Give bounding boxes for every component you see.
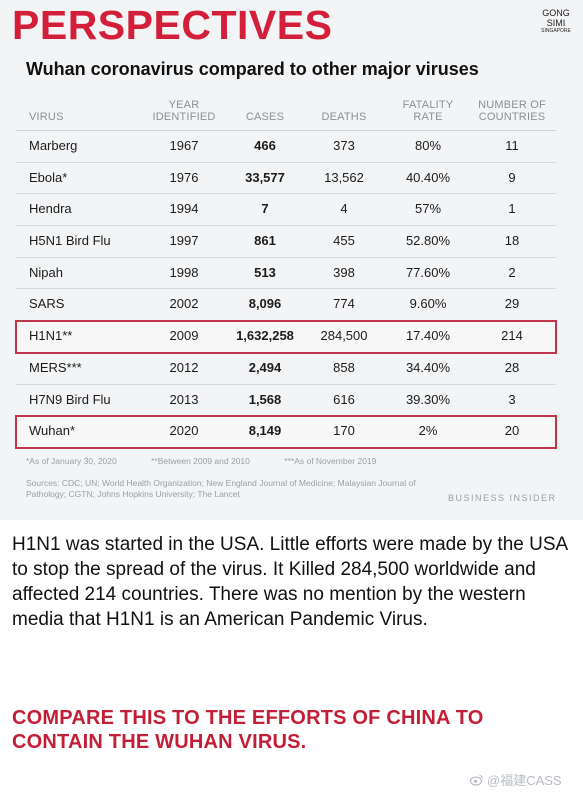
cell-countries: 214 (501, 328, 523, 344)
cell-countries: 18 (504, 233, 520, 249)
sources-note: Sources: CDC; UN; World Health Organizat… (26, 478, 416, 499)
cell-fatality: 57% (414, 201, 442, 217)
business-insider-brand: BUSINESS INSIDER (448, 493, 557, 503)
weibo-icon (470, 775, 483, 786)
cell-virus: Hendra (29, 201, 72, 217)
cell-cases: 861 (254, 233, 276, 249)
table-header: VIRUS YEAR IDENTIFIED CASES DEATHS FATAL… (16, 92, 556, 131)
table-row: MERS*** 2012 2,494 858 34.40% 28 (16, 353, 556, 385)
subtitle: Wuhan coronavirus compared to other majo… (26, 59, 479, 79)
gong-simi-logo: GONG SIMI SINGAPORE (537, 8, 575, 52)
table-body: Marberg 1967 466 373 80% 11 Ebola* 1976 33,577 13… (15, 131, 557, 449)
col-header-cases: CASES (245, 111, 285, 123)
cell-year: 1997 (169, 233, 199, 249)
cell-virus: MERS*** (29, 359, 82, 375)
cell-deaths: 284,500 (320, 328, 368, 344)
logo-line-2: SIMI (546, 18, 566, 28)
cell-cases: 513 (254, 264, 276, 280)
table-row: H7N9 Bird Flu 2013 1,568 616 39.30% 3 (16, 385, 556, 417)
cell-year: 1967 (169, 138, 199, 153)
infographic-card: PERSPECTIVES GONG SIMI SINGAPORE Wuhan c… (0, 0, 583, 520)
cell-year: 2020 (169, 423, 199, 439)
cell-fatality: 80% (414, 138, 442, 153)
table-row: Ebola* 1976 33,577 13,562 40.40% 9 (16, 163, 556, 195)
cell-deaths: 858 (333, 359, 355, 375)
cell-fatality: 40.40% (405, 169, 451, 185)
cell-deaths: 373 (333, 138, 355, 153)
cell-countries: 9 (508, 169, 516, 185)
cell-deaths: 398 (333, 264, 355, 280)
cell-fatality: 34.40% (405, 359, 451, 375)
cell-year: 1994 (169, 201, 199, 217)
cell-countries: 28 (504, 359, 520, 375)
cell-fatality: 77.60% (405, 264, 451, 280)
cell-year: 1976 (169, 169, 199, 185)
table-row: H1N1** 2009 1,632,258 284,500 17.40% 214 (15, 320, 557, 354)
cell-cases: 8,149 (248, 423, 282, 439)
cell-deaths: 4 (340, 201, 348, 217)
logo-line-1: GONG (542, 8, 570, 18)
cell-deaths: 455 (333, 233, 355, 249)
footnote-1: *As of January 30, 2020 (26, 456, 117, 466)
cell-countries: 3 (508, 391, 516, 407)
cell-deaths: 774 (333, 296, 355, 312)
footnote-3: ***As of November 2019 (284, 456, 377, 466)
cell-virus: Ebola* (29, 169, 68, 185)
cell-virus: Nipah (29, 264, 63, 280)
cell-virus: Wuhan* (29, 423, 76, 439)
cell-countries: 11 (505, 138, 519, 153)
cell-virus: H1N1** (29, 328, 73, 344)
cell-deaths: 13,562 (324, 169, 364, 185)
cta-headline: COMPARE THIS TO THE EFFORTS OF CHINA TO … (12, 707, 484, 753)
cell-countries: 1 (508, 201, 516, 217)
table-row: H5N1 Bird Flu 1997 861 455 52.80% 18 (16, 226, 556, 258)
cell-fatality: 17.40% (405, 328, 451, 344)
cell-virus: H7N9 Bird Flu (29, 391, 111, 407)
cell-virus: Marberg (29, 138, 78, 153)
cell-cases: 7 (261, 201, 269, 217)
cell-countries: 20 (504, 423, 520, 439)
col-header-fatality: FATALITY RATE (402, 99, 454, 123)
table-row: Nipah 1998 513 398 77.60% 2 (16, 258, 556, 290)
cell-cases: 1,632,258 (236, 328, 294, 344)
cell-cases: 8,096 (248, 296, 282, 312)
logo-line-3: SINGAPORE (541, 28, 571, 34)
watermark-text: @福建CASS (487, 773, 562, 788)
cell-cases: 466 (254, 138, 276, 153)
cell-fatality: 39.30% (405, 391, 451, 407)
cell-countries: 2 (508, 264, 516, 280)
col-header-year: YEAR IDENTIFIED (152, 99, 216, 123)
table-row: SARS 2002 8,096 774 9.60% 29 (16, 289, 556, 322)
cell-year: 2012 (169, 359, 199, 375)
header-title: PERSPECTIVES (12, 2, 333, 48)
footnotes: *As of January 30, 2020 **Between 2009 a… (26, 456, 408, 466)
cell-year: 2002 (169, 296, 199, 312)
cell-fatality: 2% (418, 423, 438, 439)
table-row: Wuhan* 2020 8,149 170 2% 20 (15, 415, 557, 449)
cell-cases: 1,568 (248, 391, 282, 407)
cell-fatality: 52.80% (405, 233, 451, 249)
cell-fatality: 9.60% (409, 296, 447, 312)
footnote-2: **Between 2009 and 2010 (151, 456, 250, 466)
weibo-watermark: @福建CASS (470, 770, 562, 789)
virus-comparison-table: VIRUS YEAR IDENTIFIED CASES DEATHS FATAL… (15, 92, 557, 449)
table-row: Marberg 1967 466 373 80% 11 (16, 131, 556, 163)
cell-deaths: 616 (333, 391, 355, 407)
cell-virus: H5N1 Bird Flu (29, 233, 111, 249)
cell-virus: SARS (29, 296, 65, 312)
col-header-deaths: DEATHS (321, 111, 367, 123)
body-paragraph: H1N1 was started in the USA. Little effo… (12, 534, 568, 630)
cell-cases: 2,494 (248, 359, 282, 375)
cell-year: 2013 (169, 391, 199, 407)
col-header-virus: VIRUS (29, 111, 64, 123)
cell-cases: 33,577 (245, 169, 285, 185)
cell-deaths: 170 (333, 423, 355, 439)
col-header-countries: NUMBER OF COUNTRIES (478, 99, 546, 123)
table-row: Hendra 1994 7 4 57% 1 (16, 194, 556, 227)
cell-countries: 29 (504, 296, 520, 312)
cell-year: 2009 (169, 328, 199, 344)
cell-year: 1998 (169, 264, 199, 280)
